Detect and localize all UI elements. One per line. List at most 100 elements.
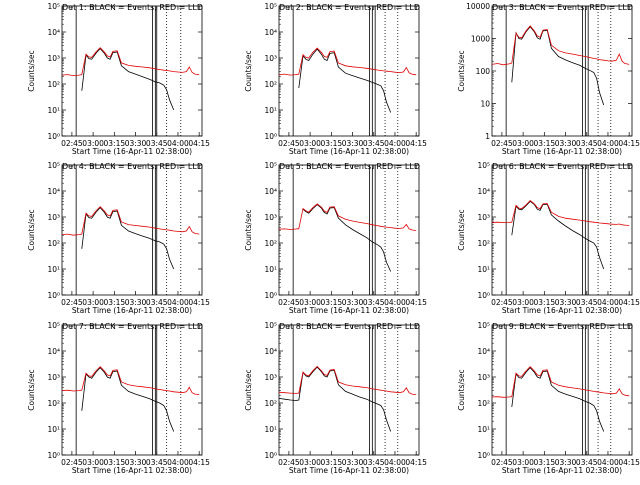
y-tick-label: 10000 <box>466 2 490 11</box>
series-lld-red <box>491 25 630 66</box>
x-axis-label: Start Time (16-Apr-11 02:38:00) <box>72 147 192 156</box>
x-tick-label: 04:15 <box>188 298 210 307</box>
plot-panel-8: Det 8: BLACK = Events, RED = LLD 10⁰ 10¹ 10… <box>244 321 427 475</box>
x-axis-label: Start Time (16-Apr-11 02:38:00) <box>502 306 622 315</box>
x-tick-label: 03:00 <box>299 139 321 148</box>
y-tick-label: 10¹ <box>264 265 277 274</box>
x-tick-label: 03:15 <box>104 458 126 467</box>
y-tick-label: 10 <box>480 100 490 109</box>
x-tick-label: 04:15 <box>618 139 640 148</box>
y-axis-label: Counts/sec <box>27 50 36 91</box>
x-tick-label: 04:00 <box>167 298 189 307</box>
plot-frame <box>278 324 420 456</box>
x-tick-label: 03:00 <box>82 458 104 467</box>
x-tick-label: 03:00 <box>82 298 104 307</box>
y-tick-label: 10¹ <box>477 265 490 274</box>
x-tick-label: 02:45 <box>278 139 300 148</box>
y-axis-label: Counts/sec <box>457 369 466 410</box>
x-tick-label: 04:00 <box>384 298 406 307</box>
x-tick-label: 03:15 <box>534 298 556 307</box>
x-tick-label: 04:00 <box>597 458 619 467</box>
x-tick-label: 03:30 <box>555 139 577 148</box>
y-tick-label: 10¹ <box>264 425 277 434</box>
x-tick-label: 04:00 <box>384 458 406 467</box>
plot-title: Det 6: BLACK = Events, RED = LLD <box>492 162 633 171</box>
x-tick-label: 04:15 <box>188 458 210 467</box>
x-tick-label: 04:00 <box>167 139 189 148</box>
plot-panel-6: Det 6: BLACK = Events, RED = LLD 10⁰ 10¹ 10… <box>457 161 640 315</box>
x-axis-label: Start Time (16-Apr-11 02:38:00) <box>289 466 409 475</box>
y-tick-label: 10⁵ <box>47 161 60 170</box>
plot-panel-1: Det 1: BLACK = Events, RED = LLD 10⁰ 10¹ 10… <box>27 2 210 156</box>
series-lld-red <box>278 365 417 395</box>
x-axis-label: Start Time (16-Apr-11 02:38:00) <box>289 147 409 156</box>
x-tick-label: 03:45 <box>363 139 385 148</box>
x-tick-label: 04:15 <box>618 298 640 307</box>
x-tick-label: 03:30 <box>555 298 577 307</box>
y-tick-label: 10¹ <box>264 106 277 115</box>
series-lld-red <box>61 47 200 77</box>
series-events-black <box>302 204 392 272</box>
y-axis-label: Counts/sec <box>27 369 36 410</box>
y-tick-label: 10⁴ <box>477 187 490 196</box>
x-tick-label: 04:00 <box>384 139 406 148</box>
y-tick-label: 10³ <box>264 54 277 63</box>
x-tick-label: 03:15 <box>321 139 343 148</box>
series-lld-red <box>491 366 630 398</box>
y-tick-label: 10¹ <box>47 425 60 434</box>
y-tick-label: 10⁰ <box>264 291 277 300</box>
y-tick-label: 10⁰ <box>264 451 277 460</box>
x-tick-label: 02:45 <box>491 298 513 307</box>
y-tick-label: 10⁴ <box>47 28 60 37</box>
series-events-black <box>81 47 175 111</box>
y-tick-label: 10² <box>47 239 60 248</box>
y-tick-label: 10⁴ <box>264 347 277 356</box>
plot-panel-7: Det 7: BLACK = Events, RED = LLD 10⁰ 10¹ 10… <box>27 321 210 475</box>
plot-panel-9: Det 9: BLACK = Events, RED = LLD 10⁰ 10¹ 10… <box>457 321 640 475</box>
plot-title: Det 8: BLACK = Events, RED = LLD <box>279 322 420 331</box>
plot-panel-3: Det 3: BLACK = Events, RED = LLD 1 10 100 10… <box>457 2 640 156</box>
y-tick-label: 10⁴ <box>264 187 277 196</box>
y-tick-label: 10³ <box>477 373 490 382</box>
y-tick-label: 10⁰ <box>477 451 490 460</box>
series-events-black <box>81 206 175 270</box>
y-axis-label: Counts/sec <box>457 209 466 250</box>
y-tick-label: 10¹ <box>477 425 490 434</box>
x-axis-label: Start Time (16-Apr-11 02:38:00) <box>72 466 192 475</box>
y-tick-label: 10⁴ <box>47 187 60 196</box>
plot-panel-5: Det 5: BLACK = Events, RED = LLD 10⁰ 10¹ 10… <box>244 161 427 315</box>
x-tick-label: 03:15 <box>321 298 343 307</box>
x-tick-label: 04:00 <box>597 139 619 148</box>
x-tick-label: 04:15 <box>405 458 427 467</box>
x-tick-label: 03:30 <box>555 458 577 467</box>
x-tick-label: 03:00 <box>82 139 104 148</box>
y-tick-label: 10² <box>477 239 490 248</box>
y-tick-label: 10² <box>264 80 277 89</box>
x-tick-label: 03:45 <box>576 139 598 148</box>
y-tick-label: 10⁵ <box>47 2 60 11</box>
y-tick-label: 10⁵ <box>264 321 277 330</box>
y-tick-label: 10⁰ <box>264 132 277 141</box>
series-events-black <box>298 48 392 113</box>
y-tick-label: 10³ <box>264 213 277 222</box>
x-tick-label: 04:00 <box>167 458 189 467</box>
y-tick-label: 1 <box>485 132 490 141</box>
y-tick-label: 10¹ <box>47 106 60 115</box>
x-tick-label: 03:15 <box>321 458 343 467</box>
series-events-black <box>511 200 605 270</box>
y-tick-label: 10⁵ <box>477 161 490 170</box>
series-lld-red <box>61 206 200 236</box>
series-lld-red <box>491 199 630 226</box>
plot-panel-4: Det 4: BLACK = Events, RED = LLD 10⁰ 10¹ 10… <box>27 161 210 315</box>
x-tick-label: 03:00 <box>512 139 534 148</box>
x-tick-label: 02:45 <box>61 458 83 467</box>
series-events-black <box>511 26 605 106</box>
x-tick-label: 03:00 <box>512 458 534 467</box>
x-tick-label: 03:15 <box>104 298 126 307</box>
x-tick-label: 03:00 <box>299 458 321 467</box>
x-tick-label: 04:15 <box>618 458 640 467</box>
y-tick-label: 10⁰ <box>477 291 490 300</box>
x-tick-label: 03:30 <box>342 298 364 307</box>
